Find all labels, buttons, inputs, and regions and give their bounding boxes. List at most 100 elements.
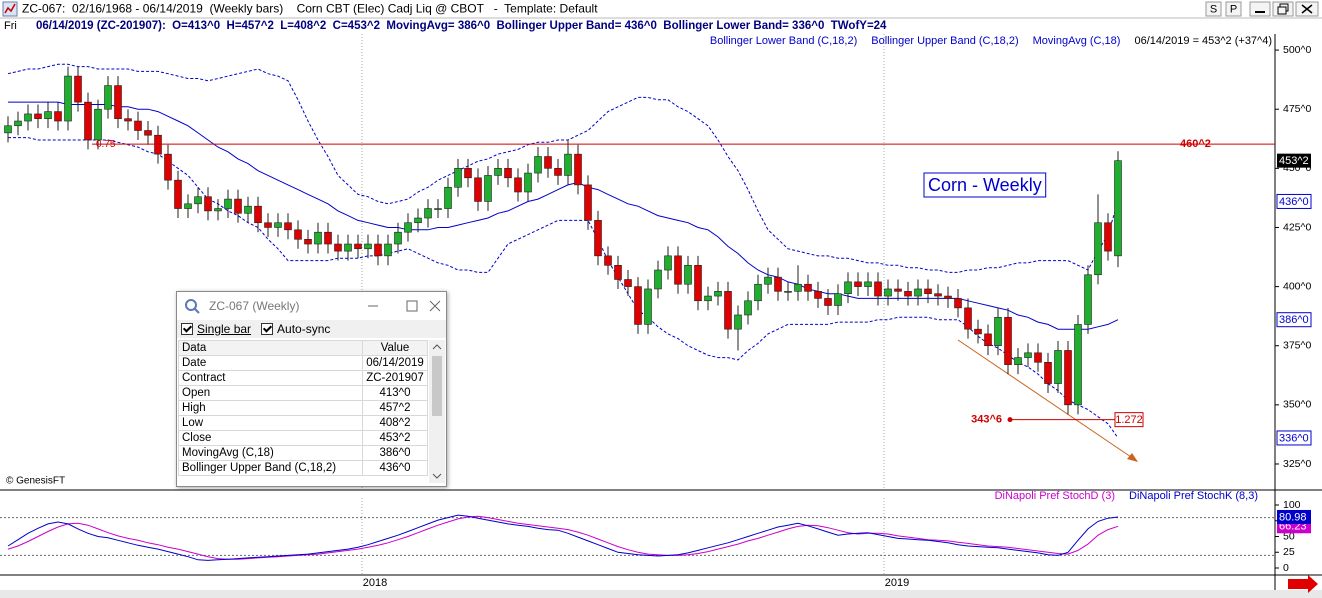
candle-body xyxy=(384,243,392,257)
candle-body xyxy=(404,222,412,233)
table-row: Open 413^0 xyxy=(178,385,428,401)
scroll-thumb[interactable] xyxy=(432,356,442,416)
window-buttons: S P xyxy=(1205,1,1319,17)
last-value-label: 336^0 xyxy=(1276,430,1312,446)
candle-body xyxy=(764,276,772,285)
candle-body xyxy=(144,130,152,136)
candle-body xyxy=(614,265,622,280)
candle-body xyxy=(844,281,852,294)
legend-entry: MovingAvg (C,18) xyxy=(1033,35,1121,47)
candle-body xyxy=(624,279,632,287)
data-window-title: ZC-067 (Weekly) xyxy=(209,299,300,313)
auto-sync-option[interactable]: Auto-sync xyxy=(261,322,330,336)
last-value-text: 336^0 xyxy=(1279,432,1309,444)
candle-body xyxy=(944,295,952,299)
candle-body xyxy=(864,281,872,287)
candle-body xyxy=(704,295,712,302)
candle-body xyxy=(514,177,522,193)
candle-body xyxy=(454,168,462,188)
candle-body xyxy=(654,269,662,290)
scrollbar[interactable] xyxy=(0,590,1322,598)
candle-body xyxy=(374,243,382,257)
candle-body xyxy=(174,179,182,209)
scroll-right-arrow[interactable] xyxy=(1288,575,1318,593)
candle-body xyxy=(1074,324,1082,406)
p-button-label[interactable]: P xyxy=(1230,3,1237,15)
candle-body xyxy=(674,255,682,285)
data-cell: Contract xyxy=(178,370,363,386)
table-body: Date 06/14/2019 Contract ZC-201907 Open 413^0… xyxy=(178,355,428,476)
close-glyph[interactable] xyxy=(429,300,441,312)
candle-body xyxy=(534,156,542,174)
column-header: Value xyxy=(362,340,428,356)
y-tick-label: 325^0 xyxy=(1283,458,1311,470)
data-cell: Bollinger Upper Band (C,18,2) xyxy=(178,460,363,476)
app-icon xyxy=(2,1,18,17)
candle-body xyxy=(254,205,262,224)
checkbox[interactable] xyxy=(261,323,274,335)
data-window-buttons xyxy=(368,300,441,312)
candle-body xyxy=(354,243,362,250)
series-line xyxy=(7,514,1119,561)
value-cell: 413^0 xyxy=(362,385,428,401)
candle-body xyxy=(154,134,162,155)
y-tick-label: 425^0 xyxy=(1283,221,1311,233)
series-line xyxy=(7,515,1119,560)
y-tick-label: 500^0 xyxy=(1283,44,1311,56)
last-value-text: 453^2 xyxy=(1279,155,1309,167)
scroll-down[interactable] xyxy=(432,473,442,479)
candle-body xyxy=(24,113,32,122)
column-header: Data xyxy=(178,340,363,356)
data-window[interactable]: ZC-067 (Weekly) Single bar Auto-sync Dat… xyxy=(176,291,447,487)
projection-arrowhead xyxy=(1127,453,1138,462)
single-bar-option[interactable]: Single bar xyxy=(181,322,251,336)
candle-body xyxy=(1014,357,1022,365)
s-button[interactable] xyxy=(1205,1,1222,17)
series-line xyxy=(8,137,1119,439)
candle-body xyxy=(714,291,722,297)
maximize-glyph[interactable] xyxy=(406,300,418,312)
p-button[interactable] xyxy=(1225,1,1242,17)
candle-body xyxy=(584,184,592,221)
candle-body xyxy=(684,265,692,285)
candle-body xyxy=(724,291,732,330)
status-bar xyxy=(0,18,1322,34)
candle-body xyxy=(394,231,402,245)
window-title: ZC-067: 02/16/1968 - 06/14/2019 (Weekly … xyxy=(22,2,598,16)
last-value-box xyxy=(1277,509,1311,524)
candle-body xyxy=(804,283,812,292)
y-tick-label: 0 xyxy=(1283,562,1289,574)
table-scrollbar[interactable] xyxy=(429,340,445,483)
s-button-label[interactable]: S xyxy=(1210,3,1217,15)
y-tick-label: 475^0 xyxy=(1283,103,1311,115)
candle-body xyxy=(1044,361,1052,384)
candle-body xyxy=(234,198,242,214)
value-cell: 06/14/2019 xyxy=(362,355,428,371)
table-row: Contract ZC-201907 xyxy=(178,370,428,386)
candle-body xyxy=(464,168,472,179)
table-row: MovingAvg (C,18) 386^0 xyxy=(178,445,428,461)
candle-body xyxy=(124,118,132,122)
candle-body xyxy=(734,314,742,330)
candle-body xyxy=(84,101,92,141)
candle-body xyxy=(894,288,902,292)
checkbox[interactable] xyxy=(181,323,193,335)
last-value-text: 80.98 xyxy=(1279,511,1307,523)
candle-body xyxy=(344,243,352,252)
candle-body xyxy=(924,288,932,294)
candle-body xyxy=(324,231,332,245)
last-value-label: 386^0 xyxy=(1276,312,1312,328)
candle-body xyxy=(524,172,532,193)
last-value-text: 386^0 xyxy=(1279,314,1309,326)
candle-body xyxy=(974,328,982,335)
data-table-wrap: Data Value Date 06/14/2019 Contract ZC-2019… xyxy=(178,340,428,483)
candle-body xyxy=(954,298,962,309)
minimize-button[interactable] xyxy=(1249,1,1271,17)
value-cell: 453^2 xyxy=(362,430,428,446)
restore-glyph xyxy=(1277,6,1287,15)
scroll-up[interactable] xyxy=(432,344,442,350)
candle-body xyxy=(814,291,822,299)
value-cell: 408^2 xyxy=(362,415,428,431)
candle-body xyxy=(134,120,142,131)
